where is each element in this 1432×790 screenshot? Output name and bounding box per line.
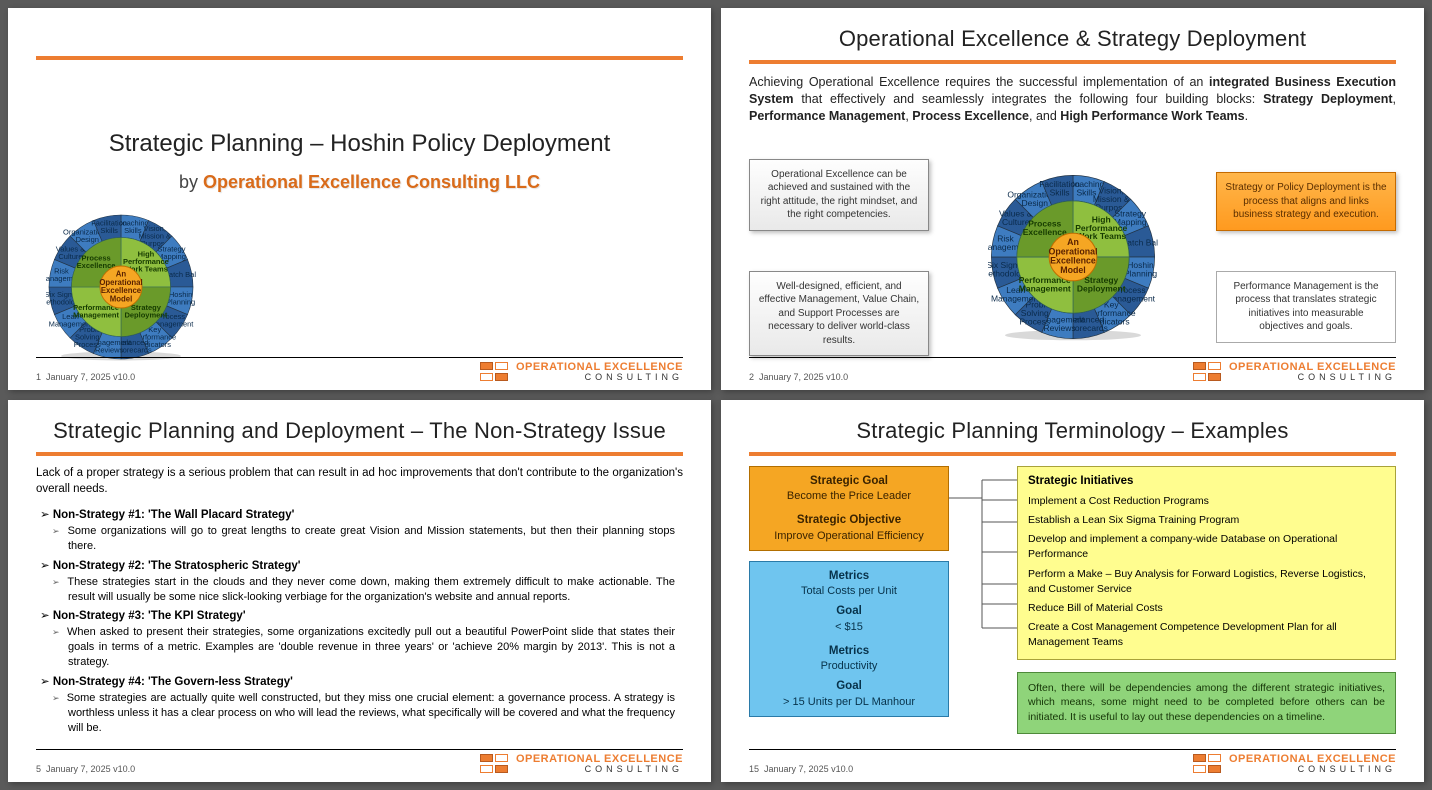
slide-4: Strategic Planning Terminology – Example…	[721, 400, 1424, 782]
footer-date: January 7, 2025 v10.0	[759, 372, 848, 382]
non-strategy-desc: These strategies start in the clouds and…	[68, 575, 675, 605]
slide2-title: Operational Excellence & Strategy Deploy…	[749, 26, 1396, 52]
callout-processes: Well-designed, efficient, and effective …	[749, 271, 929, 357]
non-strategy-head: Non-Strategy #3: 'The KPI Strategy'	[40, 608, 683, 622]
logo-icon	[480, 754, 510, 774]
slide-footer: 1 January 7, 2025 v10.0 OPERATIONAL EXCE…	[36, 357, 683, 382]
brand-line2: CONSULTING	[516, 765, 683, 774]
non-strategy-head: Non-Strategy #2: 'The Stratospheric Stra…	[40, 558, 683, 572]
logo-icon	[1193, 362, 1223, 382]
page-number: 1	[36, 372, 41, 382]
title-rule	[36, 452, 683, 456]
oe-wheel-diagram: CoachingSkillsVision,Mission &PurposeStr…	[46, 212, 196, 362]
value: < $15	[754, 620, 944, 635]
slide4-title: Strategic Planning Terminology – Example…	[749, 418, 1396, 444]
page-number: 2	[749, 372, 754, 382]
slide3-lead: Lack of a proper strategy is a serious p…	[36, 466, 683, 497]
page-number: 15	[749, 764, 759, 774]
metrics-goal-box: Metrics Total Costs per Unit Goal < $15 …	[749, 561, 949, 717]
slide-2: Operational Excellence & Strategy Deploy…	[721, 8, 1424, 390]
slide-3: Strategic Planning and Deployment – The …	[8, 400, 711, 782]
callout-strategy-deployment: Strategy or Policy Deployment is the pro…	[1216, 172, 1396, 231]
by-prefix: by	[179, 172, 203, 192]
slide-footer: 15 January 7, 2025 v10.0 OPERATIONAL EXC…	[749, 749, 1396, 774]
svg-text:ProcessExcellence: ProcessExcellence	[77, 253, 116, 270]
slide2-intro: Achieving Operational Excellence require…	[749, 74, 1396, 125]
title-rule	[749, 60, 1396, 64]
label: Goal	[754, 678, 944, 694]
non-strategy-list: Non-Strategy #1: 'The Wall Placard Strat…	[36, 503, 683, 735]
value: Improve Operational Efficiency	[754, 529, 944, 544]
footer-date: January 7, 2025 v10.0	[46, 764, 135, 774]
non-strategy-item: Non-Strategy #2: 'The Stratospheric Stra…	[36, 558, 683, 605]
title-rule	[749, 452, 1396, 456]
non-strategy-desc: Some organizations will go to great leng…	[68, 524, 675, 554]
non-strategy-head: Non-Strategy #1: 'The Wall Placard Strat…	[40, 507, 683, 521]
brand-line2: CONSULTING	[1229, 373, 1396, 382]
slide-1: Strategic Planning – Hoshin Policy Deplo…	[8, 8, 711, 390]
initiative-item: Develop and implement a company-wide Dat…	[1028, 530, 1385, 564]
slide1-subtitle: by Operational Excellence Consulting LLC	[179, 172, 540, 193]
initiative-item: Implement a Cost Reduction Programs	[1028, 492, 1385, 511]
initiative-item: Reduce Bill of Material Costs	[1028, 599, 1385, 618]
callout-performance-mgmt: Performance Management is the process th…	[1216, 271, 1396, 343]
initiative-item: Perform a Make – Buy Analysis for Forwar…	[1028, 565, 1385, 599]
strategic-goal-box: Strategic Goal Become the Price Leader S…	[749, 466, 949, 551]
slide-footer: 2 January 7, 2025 v10.0 OPERATIONAL EXCE…	[749, 357, 1396, 382]
non-strategy-desc: Some strategies are actually quite well …	[68, 691, 675, 736]
footer-date: January 7, 2025 v10.0	[764, 764, 853, 774]
non-strategy-item: Non-Strategy #4: 'The Govern-less Strate…	[36, 674, 683, 736]
brand-line2: CONSULTING	[1229, 765, 1396, 774]
oe-wheel-diagram: CoachingSkillsVision,Mission &PurposeStr…	[988, 172, 1158, 342]
brand-logo: OPERATIONAL EXCELLENCE CONSULTING	[480, 362, 683, 382]
logo-icon	[1193, 754, 1223, 774]
label: Metrics	[754, 568, 944, 584]
initiative-item: Create a Cost Management Competence Deve…	[1028, 618, 1385, 652]
strategic-initiatives-box: Strategic Initiatives Implement a Cost R…	[1017, 466, 1396, 660]
non-strategy-item: Non-Strategy #1: 'The Wall Placard Strat…	[36, 507, 683, 554]
brand-logo: OPERATIONAL EXCELLENCE CONSULTING	[480, 754, 683, 774]
logo-icon	[480, 362, 510, 382]
title-rule	[36, 56, 683, 60]
dependencies-note: Often, there will be dependencies among …	[1017, 672, 1396, 734]
non-strategy-desc: When asked to present their strategies, …	[68, 625, 675, 670]
slide-footer: 5 January 7, 2025 v10.0 OPERATIONAL EXCE…	[36, 749, 683, 774]
svg-text:ProcessExcellence: ProcessExcellence	[1022, 219, 1066, 238]
callout-attitude: Operational Excellence can be achieved a…	[749, 159, 929, 231]
label: Metrics	[754, 643, 944, 659]
brand-line2: CONSULTING	[516, 373, 683, 382]
value: Total Costs per Unit	[754, 584, 944, 599]
label: Goal	[754, 603, 944, 619]
brand-logo: OPERATIONAL EXCELLENCE CONSULTING	[1193, 362, 1396, 382]
non-strategy-item: Non-Strategy #3: 'The KPI Strategy' When …	[36, 608, 683, 670]
non-strategy-head: Non-Strategy #4: 'The Govern-less Strate…	[40, 674, 683, 688]
slide3-title: Strategic Planning and Deployment – The …	[36, 418, 683, 444]
brand-logo: OPERATIONAL EXCELLENCE CONSULTING	[1193, 754, 1396, 774]
initiatives-title: Strategic Initiatives	[1028, 473, 1385, 490]
footer-date: January 7, 2025 v10.0	[46, 372, 135, 382]
value: Become the Price Leader	[754, 489, 944, 504]
label: Strategic Objective	[754, 512, 944, 528]
company-name: Operational Excellence Consulting LLC	[203, 172, 540, 192]
initiative-item: Establish a Lean Six Sigma Training Prog…	[1028, 511, 1385, 530]
label: Strategic Goal	[754, 473, 944, 489]
page-number: 5	[36, 764, 41, 774]
connector-lines	[947, 468, 1017, 638]
value: Productivity	[754, 659, 944, 674]
slide1-title: Strategic Planning – Hoshin Policy Deplo…	[109, 130, 611, 158]
value: > 15 Units per DL Manhour	[754, 695, 944, 710]
